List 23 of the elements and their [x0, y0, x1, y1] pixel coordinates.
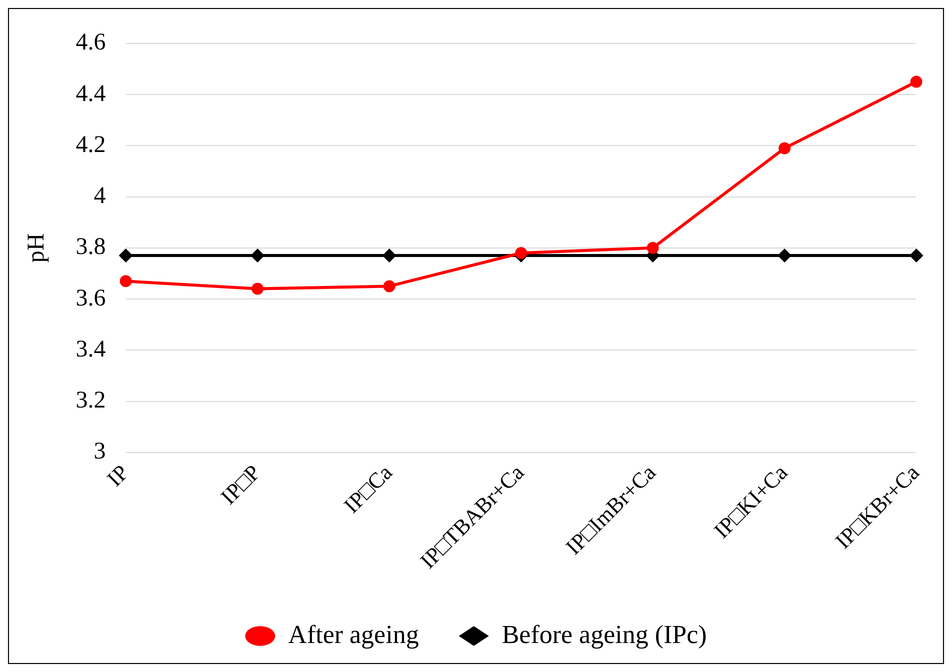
y-tick-label: 4 — [94, 183, 106, 210]
point — [515, 247, 528, 260]
point — [910, 76, 922, 88]
point — [909, 248, 924, 263]
point — [382, 248, 396, 263]
legend-label: After ageing — [288, 620, 419, 649]
point — [118, 248, 133, 263]
y-tick-label: 4.4 — [76, 80, 106, 107]
point — [120, 275, 132, 288]
legend-label: Before ageing (IPc) — [502, 620, 707, 649]
y-axis-title: pH — [24, 233, 50, 263]
y-tick-label: 4.6 — [76, 30, 106, 56]
y-tick-label: 3.6 — [76, 285, 106, 312]
point — [383, 280, 396, 292]
y-tick-label: 4.2 — [76, 132, 106, 158]
point — [646, 242, 659, 254]
y-tick-label: 3.2 — [76, 388, 106, 414]
point — [778, 248, 792, 263]
point — [252, 282, 264, 295]
y-tick-label: 3.4 — [76, 336, 106, 362]
point — [250, 248, 265, 263]
point — [778, 142, 791, 154]
y-tick-label: 3.8 — [76, 234, 106, 260]
